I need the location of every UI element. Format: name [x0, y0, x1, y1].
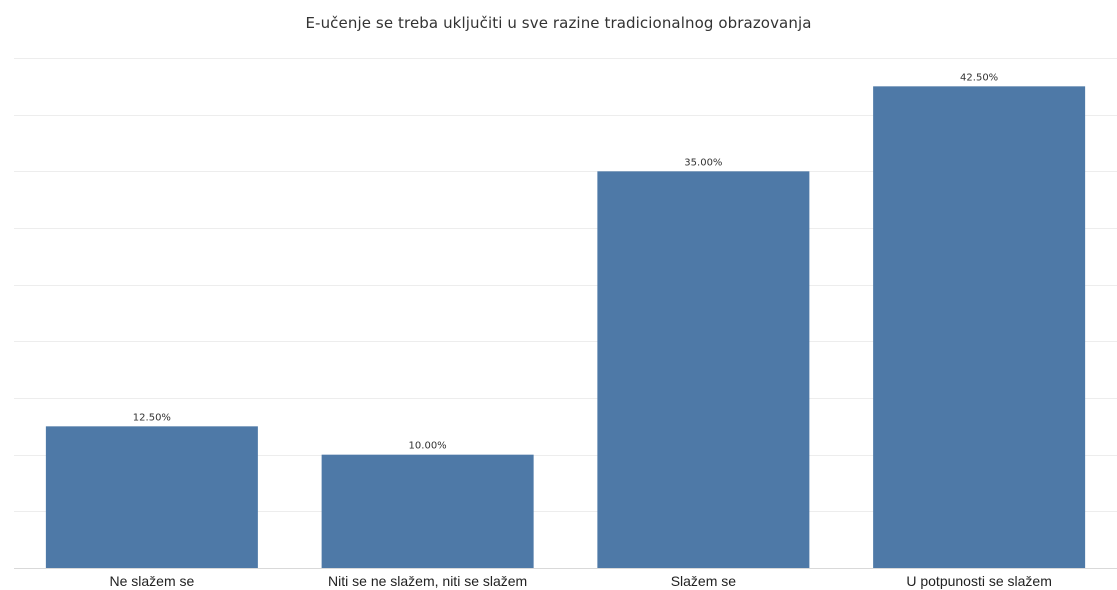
category-labels: Ne slažem se Niti se ne slažem, niti se s…	[109, 573, 1051, 589]
bar-2	[321, 454, 534, 568]
category-label-1: Ne slažem se	[109, 573, 194, 589]
data-label-4: 42.50%	[960, 72, 998, 83]
bar-4	[873, 86, 1086, 568]
category-label-4: U potpunosti se slažem	[906, 573, 1052, 589]
data-labels: 12.50% 10.00% 35.00% 42.50%	[133, 72, 998, 451]
data-label-1: 12.50%	[133, 412, 171, 423]
category-label-3: Slažem se	[671, 573, 737, 589]
bar-1	[45, 426, 258, 568]
category-label-2: Niti se ne slažem, niti se slažem	[328, 573, 527, 589]
data-label-3: 35.00%	[684, 157, 722, 168]
data-label-2: 10.00%	[409, 441, 447, 452]
bars	[45, 86, 1086, 569]
bar-3	[597, 171, 810, 569]
chart-title: E-učenje se treba uključiti u sve razine…	[305, 14, 812, 32]
